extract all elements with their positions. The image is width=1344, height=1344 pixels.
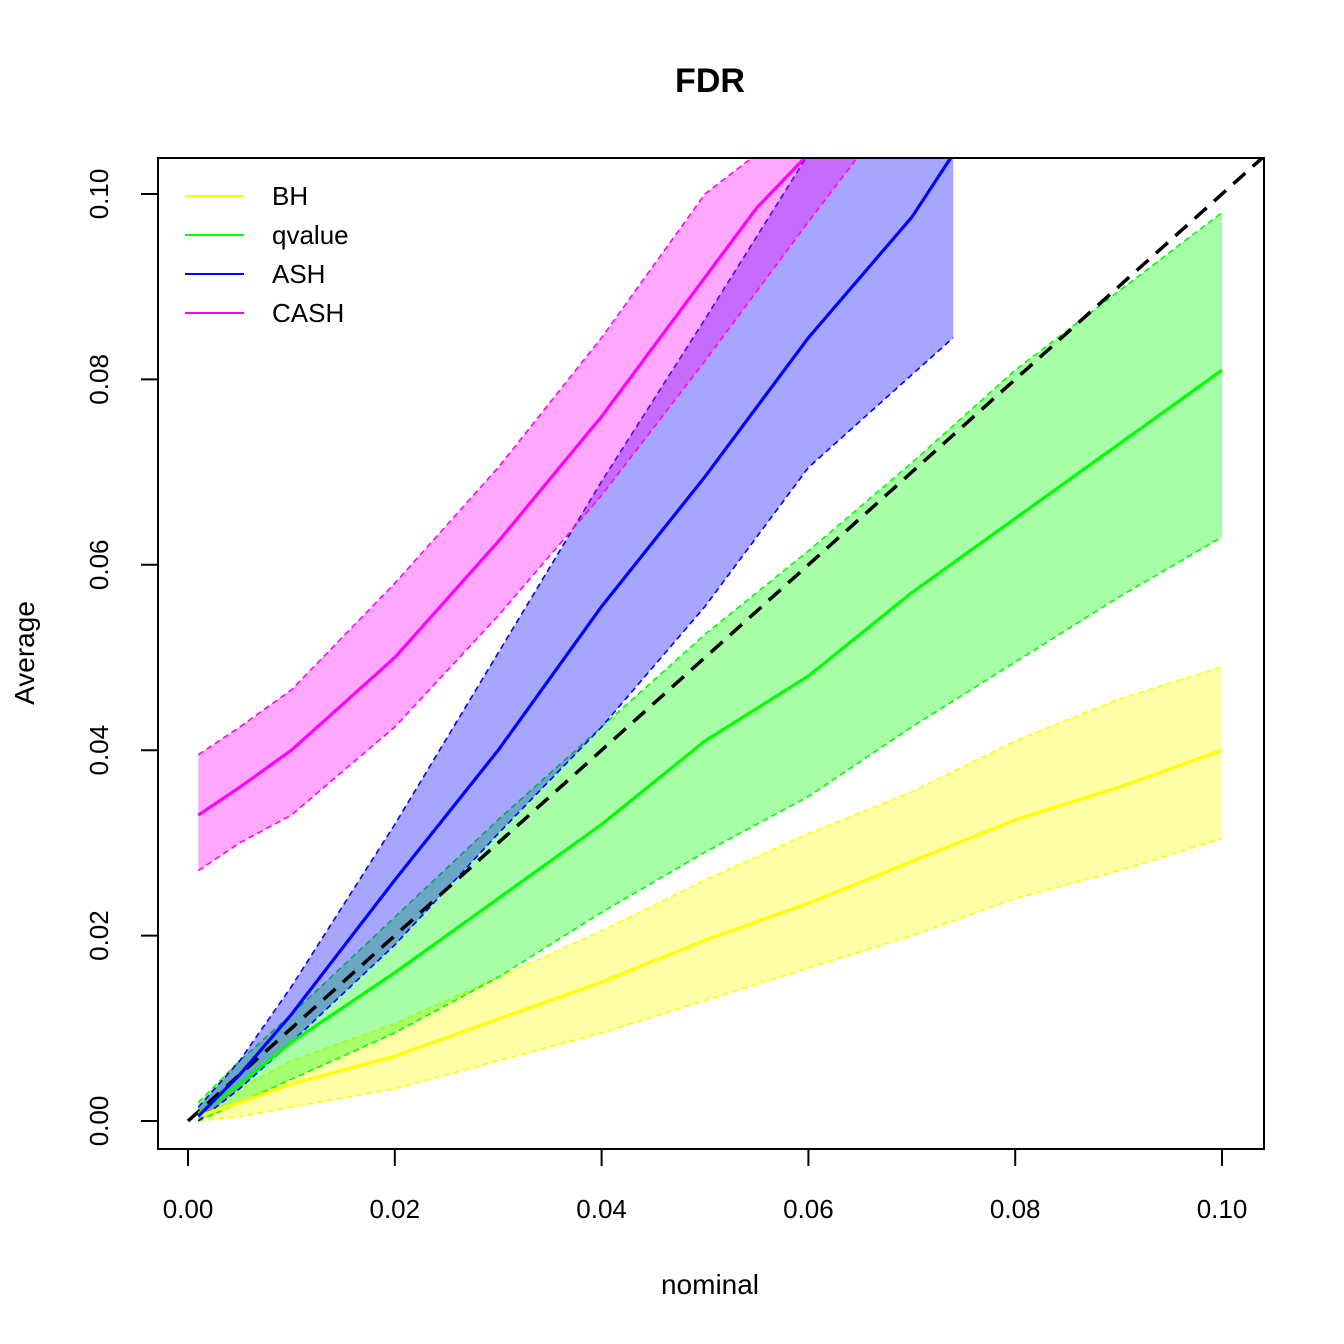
x-tick-label: 0.04 [576, 1194, 627, 1224]
legend-label-ash: ASH [272, 259, 325, 289]
x-axis-label: nominal [661, 1269, 759, 1300]
y-tick-label: 0.10 [84, 169, 114, 220]
reference-diagonal-line [186, 158, 1264, 1123]
legend-label-cash: CASH [272, 298, 344, 328]
x-tick-label: 0.08 [990, 1194, 1041, 1224]
cash-lower-bound [197, 158, 859, 872]
ash-lower-bound [197, 337, 954, 1122]
bh-line [197, 748, 1223, 1118]
x-axis: 0.00 0.02 0.04 0.06 0.08 0.10 [163, 1148, 1248, 1224]
legend-label-qvalue: qvalue [272, 220, 349, 250]
y-axis: 0.00 0.02 0.04 0.06 0.08 0.10 [84, 169, 159, 1147]
y-tick-label: 0.06 [84, 539, 114, 590]
qvalue-upper-bound [197, 211, 1223, 1104]
cash-band [198, 158, 858, 871]
y-tick-label: 0.04 [84, 725, 114, 776]
x-tick-label: 0.10 [1197, 1194, 1248, 1224]
cash-upper-bound [197, 158, 753, 756]
x-tick-label: 0.00 [163, 1194, 214, 1224]
bh-upper-bound [197, 666, 1223, 1113]
qvalue-band [198, 212, 1223, 1121]
ash-line [197, 158, 953, 1118]
y-tick-label: 0.08 [84, 354, 114, 405]
bh-band [198, 666, 1223, 1121]
bh-lower-bound [198, 837, 1223, 1122]
x-tick-label: 0.06 [783, 1194, 834, 1224]
legend-label-bh: BH [272, 181, 308, 211]
cash-line [197, 158, 807, 817]
chart-title: FDR [675, 62, 745, 100]
series-lines [197, 158, 1223, 1118]
reference-line-group [186, 158, 1264, 1123]
legend: BH qvalue ASH CASH [185, 181, 349, 328]
y-tick-label: 0.02 [84, 910, 114, 961]
ash-upper-bound [197, 158, 807, 1108]
qvalue-line [197, 368, 1223, 1115]
x-tick-label: 0.02 [369, 1194, 420, 1224]
y-tick-label: 0.00 [84, 1096, 114, 1147]
y-axis-label: Average [9, 601, 40, 705]
qvalue-lower-bound [197, 536, 1223, 1122]
